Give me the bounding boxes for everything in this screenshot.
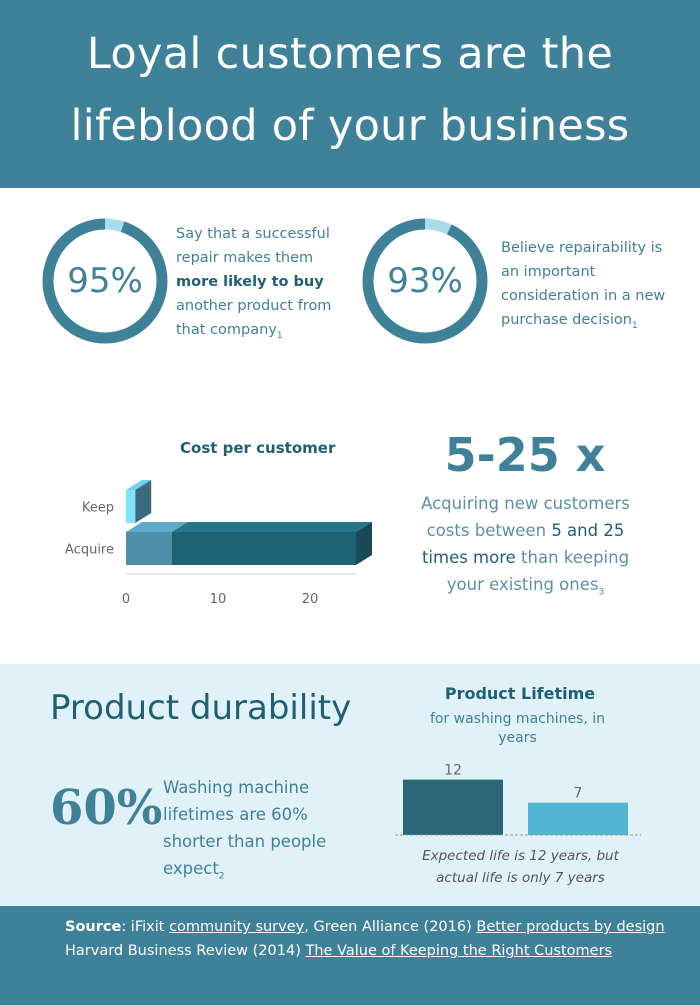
multiplier-desc-post: than keeping your existing ones (446, 548, 630, 594)
lifetime-chart-caption: Expected life is 12 years, but actual li… (422, 848, 619, 886)
source-text-3: Harvard Business Review (2014) (65, 943, 306, 959)
stat-ring-93: 93% (362, 218, 488, 349)
stat-text-95: Say that a successful repair makes them … (176, 222, 341, 348)
product-lifetime-chart: 12 7 (395, 763, 641, 836)
footer-line1: Source: iFixit community survey, Green A… (65, 915, 665, 939)
durability-desc-text: Washing machine lifetimes are 60% shorte… (163, 778, 327, 878)
cost-per-customer-chart: Keep Acquire 0 10 20 (65, 480, 372, 607)
stat-text-95-bold: more likely to buy (176, 274, 324, 290)
durability-section: Product durability 60% Washing machine l… (0, 664, 700, 906)
lifetime-bar-expected (403, 779, 503, 835)
ring-arc-93 (362, 218, 488, 344)
header-title-line2: lifeblood of your business (70, 101, 630, 151)
stat-text-93-pre: Believe repairability is an important co… (501, 240, 666, 328)
cost-chart-title: Cost per customer (180, 439, 336, 457)
stat-text-95-post: another product from that company (176, 298, 332, 338)
durability-ref: 2 (218, 871, 225, 882)
source-text-1: : iFixit (121, 919, 170, 935)
header-title-line1: Loyal customers are the (86, 29, 614, 79)
link-value-of-keeping[interactable]: The Value of Keeping the Right Customers (305, 943, 613, 959)
stat-percent-95: 95% (67, 261, 143, 301)
stat-text-95-pre: Say that a successful repair makes them (176, 226, 330, 266)
stat-percent-93: 93% (387, 261, 463, 301)
multiplier-desc-pre: Acquiring new customers costs between (421, 494, 630, 540)
lifetime-value-label: 7 (574, 786, 583, 802)
stat-ring-95: 95% (42, 218, 168, 349)
cost-x-tick: 10 (210, 592, 227, 607)
ring-chart-93 (362, 218, 488, 344)
link-better-products[interactable]: Better products by design (476, 919, 665, 935)
header-banner: Loyal customers are the lifeblood of you… (0, 0, 700, 188)
ring-chart-95 (42, 218, 168, 344)
durability-title: Product durability (50, 688, 352, 728)
lifetime-bar-actual (528, 802, 628, 835)
source-text-2: , Green Alliance (2016) (304, 919, 477, 935)
stat-ref-95: 1 (276, 330, 283, 341)
lifetime-value-label: 12 (444, 763, 462, 779)
multiplier-ref: 3 (598, 587, 605, 598)
multiplier-value: 5-25 x (444, 428, 606, 482)
cost-category-label: Keep (82, 501, 114, 516)
durability-description: Washing machine lifetimes are 60% shorte… (163, 774, 368, 890)
cost-bar-acquire-segment-1 (172, 522, 372, 565)
source-label: Source (65, 919, 122, 935)
stat-text-93: Believe repairability is an important co… (501, 236, 671, 338)
durability-stat: 60% (50, 780, 163, 836)
footer-line2: Harvard Business Review (2014) The Value… (65, 939, 612, 963)
multiplier-description: Acquiring new customers costs between 5 … (403, 490, 648, 606)
lifetime-chart-subtitle: for washing machines, in years (429, 711, 606, 746)
cost-x-tick: 0 (122, 592, 130, 607)
footer-sources: Source: iFixit community survey, Green A… (0, 906, 700, 1005)
stat-ref-93: 1 (631, 320, 638, 331)
link-community-survey[interactable]: community survey (169, 919, 305, 935)
ring-arc-95 (42, 218, 168, 344)
cost-bar-keep-segment-0 (126, 480, 152, 523)
cost-category-label: Acquire (65, 543, 114, 558)
cost-x-tick: 20 (302, 592, 319, 607)
lifetime-chart-title: Product Lifetime (444, 684, 596, 703)
multiplier-desc-bold: 5 and 25 times more (421, 521, 625, 567)
